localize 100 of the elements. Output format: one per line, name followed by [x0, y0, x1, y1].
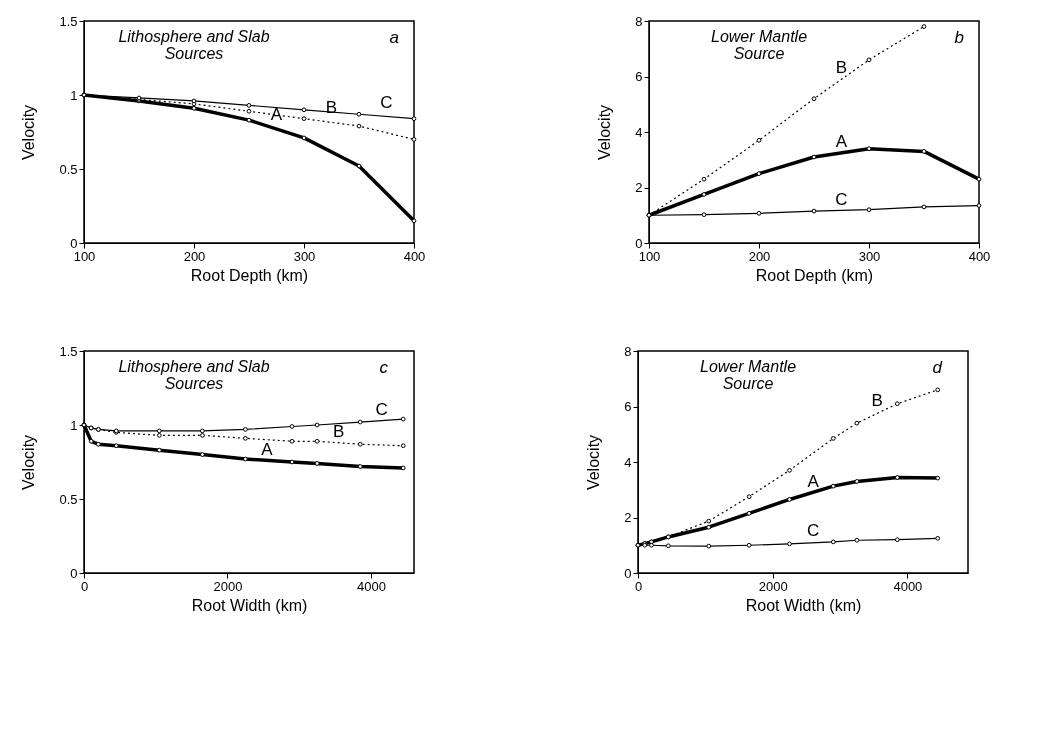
y-tick-label: 1.5: [59, 343, 78, 359]
point: [356, 123, 362, 129]
annotation: C: [806, 521, 820, 541]
y-tick-label: 2: [635, 180, 643, 195]
y-tick-label: 0: [635, 235, 643, 251]
point: [301, 116, 307, 122]
point: [756, 137, 762, 143]
point: [411, 116, 417, 122]
y-tick-label: 4: [624, 454, 632, 470]
point: [314, 461, 320, 466]
point: [854, 420, 860, 426]
point: [976, 176, 982, 182]
point: [357, 441, 363, 447]
point: [811, 96, 817, 102]
x-tick-label: 4000: [357, 578, 386, 594]
point: [301, 135, 307, 141]
annotation: B: [871, 391, 883, 411]
annotation: Lower Mantle Source: [710, 28, 808, 62]
point: [854, 479, 860, 484]
point: [921, 204, 927, 210]
point: [811, 208, 817, 214]
point: [866, 146, 872, 152]
point: [830, 483, 836, 489]
point: [400, 416, 406, 422]
x-tick-label: 300: [293, 248, 316, 264]
point: [243, 427, 248, 432]
annotation: B: [835, 58, 848, 78]
y-axis-title: Velocity: [20, 104, 38, 161]
point: [787, 467, 792, 473]
point: [830, 436, 836, 441]
annotation: C: [380, 93, 393, 113]
x-tick-label: 400: [403, 248, 426, 264]
y-tick-label: 0.5: [59, 161, 78, 177]
point: [894, 537, 900, 543]
point: [301, 107, 307, 113]
y-axis-title: Velocity: [20, 434, 38, 491]
y-tick-label: 6: [635, 69, 643, 84]
x-axis-title: Root Width (km): [745, 596, 862, 614]
point: [314, 438, 320, 444]
x-tick-label: 4000: [893, 578, 923, 594]
point: [246, 108, 252, 114]
point: [921, 149, 927, 154]
point: [701, 176, 707, 182]
y-tick-label: 1: [70, 87, 78, 103]
point: [701, 212, 707, 218]
point: [706, 518, 712, 524]
point: [921, 24, 927, 29]
annotation: A: [807, 471, 820, 491]
point: [88, 438, 94, 444]
point: [243, 435, 248, 441]
point: [243, 456, 248, 462]
x-tick-label: 200: [748, 248, 771, 264]
y-tick-label: 0: [70, 235, 78, 251]
x-axis-title: Root Depth (km): [190, 266, 309, 284]
y-tick-label: 0: [70, 565, 78, 581]
annotation: A: [261, 439, 274, 459]
point: [411, 218, 417, 224]
point: [665, 543, 671, 549]
point: [701, 192, 707, 197]
x-tick-label: 100: [73, 248, 96, 264]
annotation: B: [333, 421, 345, 441]
point: [246, 102, 252, 108]
point: [200, 432, 205, 438]
point: [866, 57, 872, 63]
point: [113, 443, 119, 449]
point: [811, 154, 817, 160]
point: [356, 111, 362, 117]
y-tick-label: 1: [70, 417, 78, 433]
y-tick-label: 8: [635, 13, 643, 29]
point: [706, 524, 712, 530]
point: [289, 424, 295, 429]
annotation: Lithosphere and Slab Sources: [118, 28, 270, 62]
point: [200, 452, 205, 457]
point: [976, 203, 982, 208]
point: [357, 464, 363, 469]
y-tick-label: 2: [624, 510, 632, 525]
y-tick-label: 8: [624, 343, 632, 359]
x-tick-label: 200: [183, 248, 206, 264]
point: [746, 494, 752, 500]
annotation: C: [375, 399, 388, 419]
y-tick-label: 0: [624, 565, 632, 581]
point: [356, 163, 362, 169]
chart-title: c: [379, 358, 389, 377]
point: [411, 137, 417, 142]
point: [756, 210, 762, 216]
point: [191, 105, 197, 111]
point: [935, 475, 941, 481]
point: [246, 117, 252, 123]
x-tick-label: 0: [80, 578, 89, 594]
point: [787, 541, 792, 547]
point: [830, 539, 836, 545]
point: [200, 428, 205, 434]
x-tick-label: 2000: [758, 578, 788, 594]
point: [400, 465, 406, 471]
point: [649, 542, 654, 548]
y-tick-label: 1.5: [59, 13, 78, 29]
point: [156, 428, 162, 434]
point: [935, 535, 941, 541]
point: [95, 441, 101, 447]
x-tick-label: 400: [968, 248, 991, 264]
